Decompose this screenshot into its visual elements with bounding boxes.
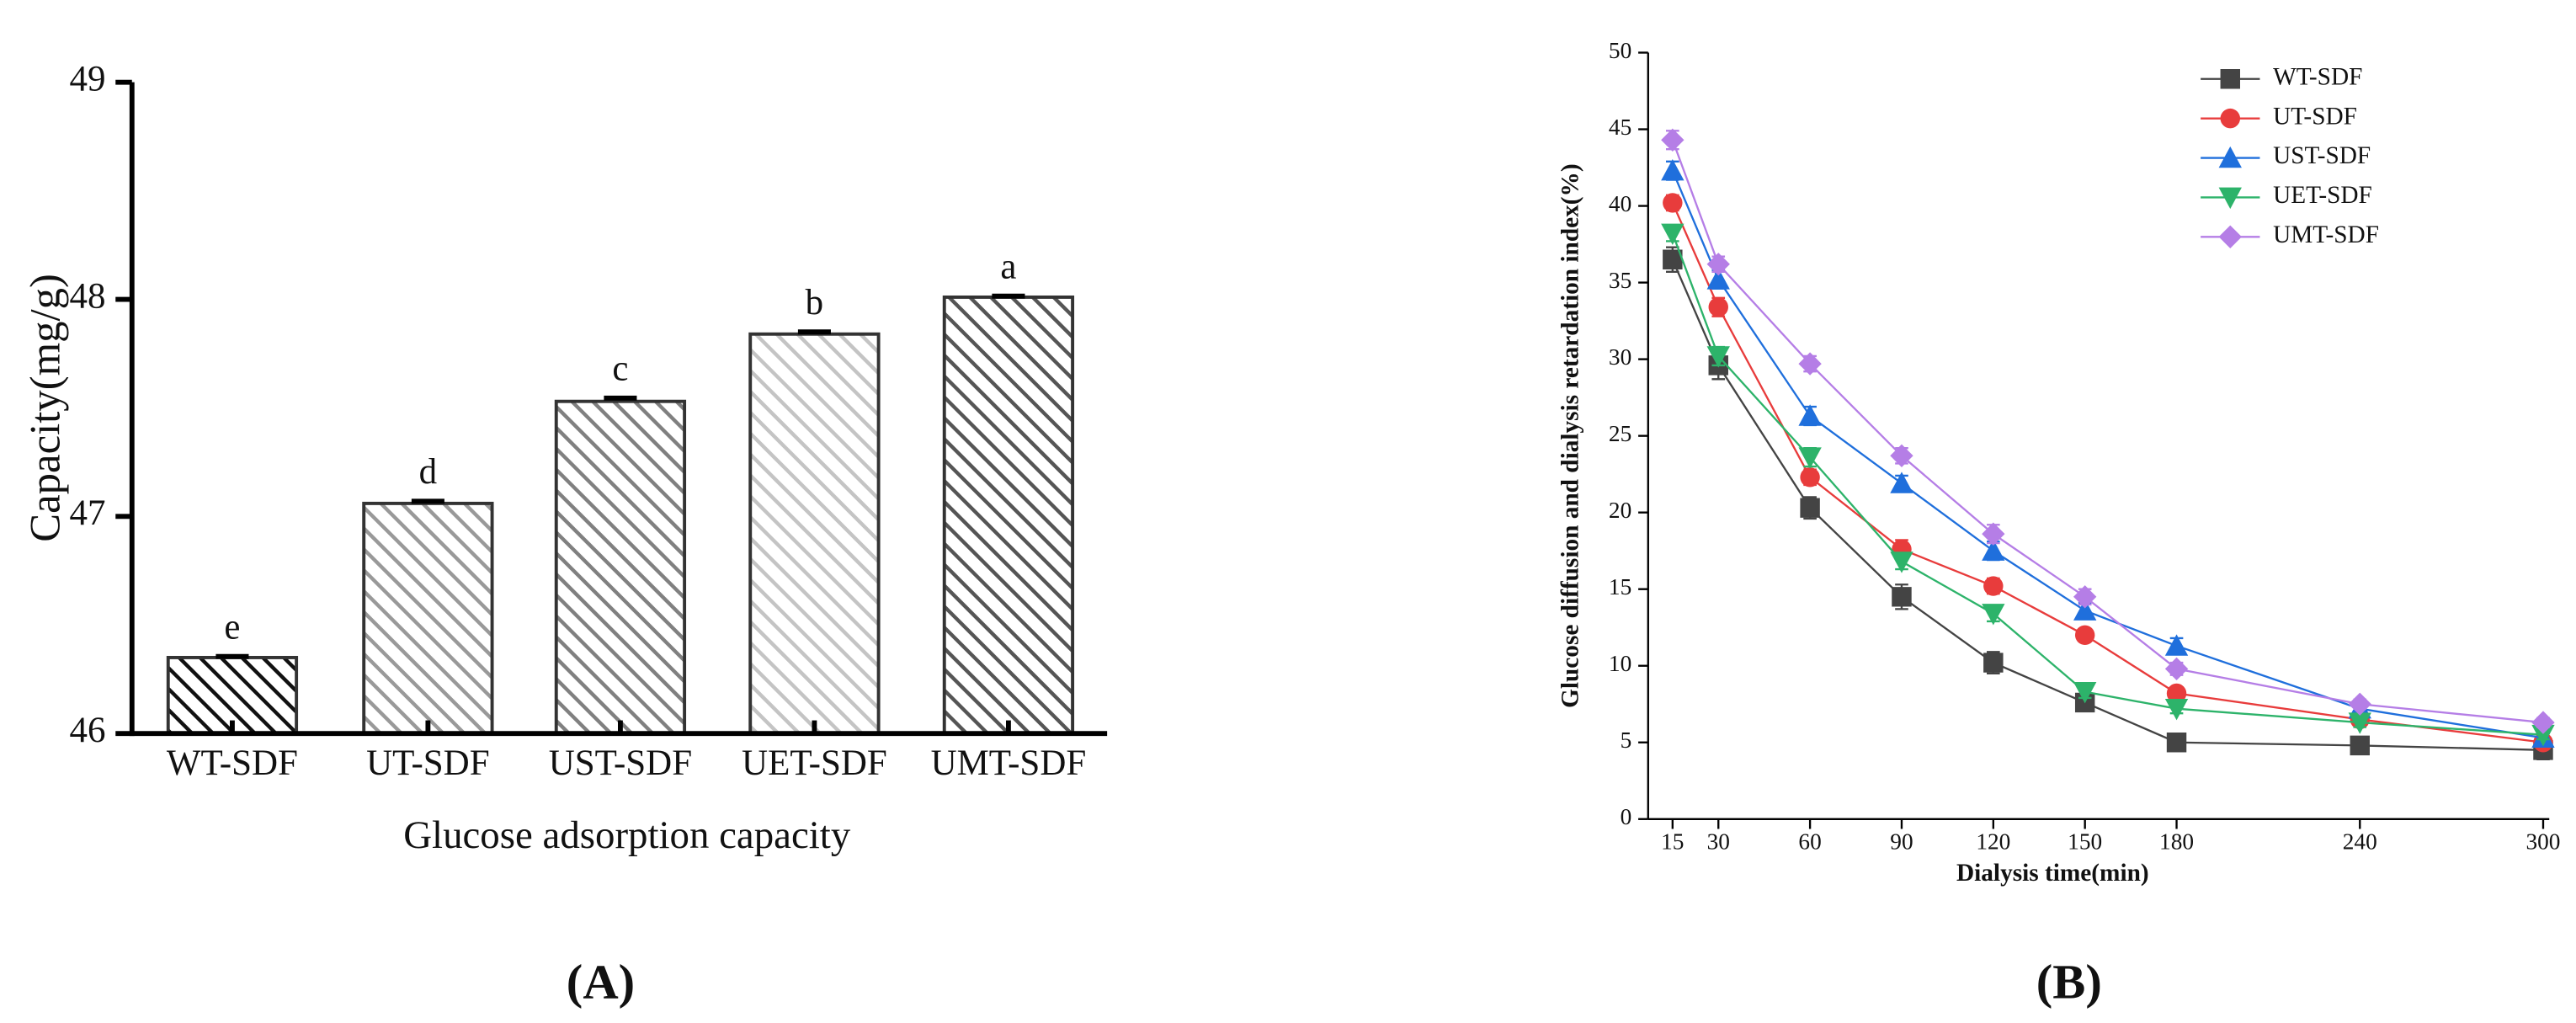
legend-label: UST-SDF <box>2273 142 2371 169</box>
marker <box>1982 539 2005 561</box>
y-tick-label: 30 <box>1609 344 1631 370</box>
marker <box>1706 253 1730 276</box>
x-tick-label: UT-SDF <box>366 743 489 783</box>
marker <box>1663 249 1683 270</box>
x-tick-label: 150 <box>2068 829 2102 854</box>
marker <box>1890 444 1913 467</box>
significance-letter: a <box>1000 247 1016 286</box>
marker <box>2348 712 2371 734</box>
x-axis-label: Dialysis time(min) <box>1956 860 2149 887</box>
legend-marker <box>2218 187 2242 210</box>
significance-letter: d <box>419 452 437 492</box>
marker <box>1800 467 1820 488</box>
significance-letter: b <box>806 283 823 322</box>
panel-label: (A) <box>567 954 635 1009</box>
bar <box>362 501 494 736</box>
y-tick-label: 40 <box>1609 191 1631 216</box>
x-tick-label: UST-SDF <box>549 743 692 783</box>
y-tick-label: 10 <box>1609 651 1631 676</box>
marker <box>2166 683 2187 704</box>
marker <box>1663 193 1683 213</box>
significance-letter: c <box>612 349 628 388</box>
marker <box>2074 625 2095 646</box>
legend-label: WT-SDF <box>2273 63 2362 90</box>
y-tick-label: 15 <box>1609 574 1631 599</box>
significance-letter: e <box>224 607 240 647</box>
marker <box>1800 498 1820 518</box>
bar <box>942 295 1075 736</box>
series-line <box>1671 139 2544 724</box>
legend-marker <box>2220 108 2241 129</box>
x-tick-label: WT-SDF <box>167 743 298 783</box>
legend-label: UT-SDF <box>2273 103 2357 130</box>
marker <box>1661 159 1685 181</box>
marker <box>1982 604 2005 626</box>
marker <box>2531 711 2555 734</box>
y-tick-label: 35 <box>1609 268 1631 293</box>
bar <box>554 399 687 736</box>
y-tick-label: 25 <box>1609 421 1631 446</box>
marker <box>2073 681 2097 704</box>
marker <box>1706 346 1730 368</box>
marker <box>2531 724 2555 747</box>
x-tick-label: 15 <box>1661 829 1684 854</box>
x-tick-label: 120 <box>1976 829 2010 854</box>
marker <box>2350 735 2370 756</box>
marker <box>1798 447 1822 469</box>
marker <box>2164 657 2189 681</box>
marker <box>1661 223 1685 246</box>
bar <box>748 332 881 736</box>
y-tick-label: 45 <box>1609 115 1631 140</box>
x-tick-label: 240 <box>2343 829 2377 854</box>
marker <box>2164 698 2189 721</box>
y-tick-label: 48 <box>70 276 106 316</box>
legend-marker <box>2218 225 2242 248</box>
legend-label: UMT-SDF <box>2273 221 2379 248</box>
y-axis-label: Capacity(mg/g) <box>22 274 69 542</box>
marker <box>2073 599 2097 621</box>
y-tick-label: 20 <box>1609 498 1631 523</box>
y-tick-label: 47 <box>70 493 106 533</box>
x-tick-label: 300 <box>2525 829 2560 854</box>
y-tick-label: 50 <box>1609 38 1631 63</box>
x-axis-label: Glucose adsorption capacity <box>403 813 851 857</box>
x-tick-label: 90 <box>1890 829 1913 854</box>
marker <box>1890 472 1913 493</box>
marker <box>2166 733 2187 753</box>
y-tick-label: 5 <box>1621 727 1632 753</box>
marker <box>1983 576 2004 596</box>
y-tick-label: 49 <box>70 60 106 99</box>
marker <box>1798 404 1822 426</box>
y-tick-label: 0 <box>1621 804 1632 829</box>
x-tick-label: UET-SDF <box>742 743 887 783</box>
y-tick-label: 46 <box>70 711 106 750</box>
marker <box>1798 352 1822 376</box>
marker <box>1706 268 1730 290</box>
legend-marker <box>2218 146 2242 168</box>
x-tick-label: UMT-SDF <box>931 743 1087 783</box>
marker <box>1661 128 1685 152</box>
marker <box>1983 653 2004 673</box>
y-axis-label: Glucose diffusion and dialysis retardati… <box>1557 163 1584 708</box>
x-tick-label: 60 <box>1798 829 1821 854</box>
x-tick-label: 180 <box>2159 829 2194 854</box>
marker <box>1890 551 1913 573</box>
legend-label: UET-SDF <box>2273 182 2372 209</box>
marker <box>1708 296 1728 317</box>
x-tick-label: 30 <box>1707 829 1730 854</box>
marker <box>2164 634 2189 656</box>
panel-label: (B) <box>2036 954 2102 1009</box>
marker <box>1892 587 1912 607</box>
legend-marker <box>2220 69 2241 89</box>
